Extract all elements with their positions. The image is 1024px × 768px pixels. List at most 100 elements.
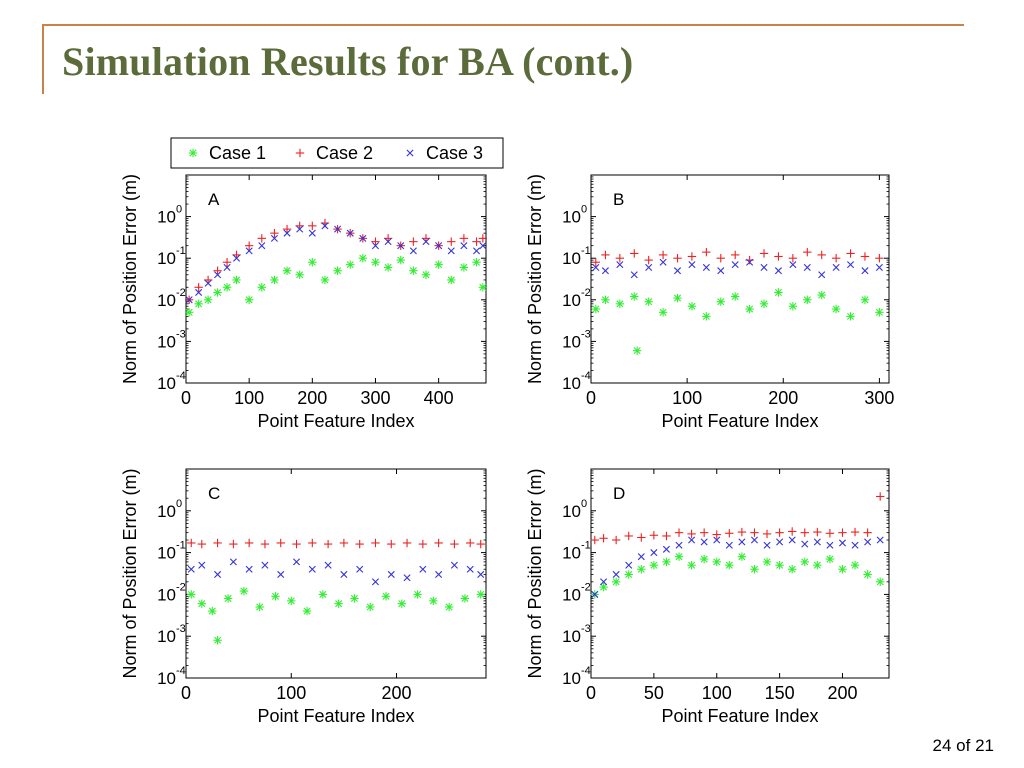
data-point-stroke xyxy=(851,541,859,549)
legend-marker xyxy=(295,148,305,158)
data-point xyxy=(730,292,740,301)
data-point-stroke xyxy=(460,263,468,271)
data-point xyxy=(818,271,826,279)
data-point-stroke xyxy=(245,247,253,255)
data-point xyxy=(346,229,354,237)
data-point xyxy=(599,582,608,592)
data-point xyxy=(637,553,645,561)
data-point-stroke xyxy=(359,234,367,242)
data-point-stroke xyxy=(445,603,453,611)
data-point xyxy=(861,267,869,275)
data-point xyxy=(478,234,488,243)
title-frame-left-rule xyxy=(42,24,44,94)
data-point xyxy=(601,267,609,275)
data-point xyxy=(760,263,768,271)
data-point xyxy=(875,263,883,271)
x-tick-label: 150 xyxy=(765,683,795,703)
data-point xyxy=(460,594,470,603)
data-point xyxy=(340,570,348,578)
data-point xyxy=(187,590,196,599)
data-point-stroke xyxy=(185,296,193,304)
data-point xyxy=(611,535,621,545)
data-point xyxy=(759,249,769,258)
data-point xyxy=(825,554,835,564)
series-case-3 xyxy=(591,536,884,598)
data-point xyxy=(860,252,870,261)
data-point xyxy=(590,535,599,545)
data-point-stroke xyxy=(717,298,725,306)
data-point-stroke xyxy=(308,565,316,573)
data-point xyxy=(258,242,266,250)
data-point xyxy=(650,549,658,557)
data-point xyxy=(725,529,734,538)
x-tick-label: 50 xyxy=(644,683,664,703)
data-point xyxy=(611,577,621,587)
y-axis-label: Norm of Position Error (m) xyxy=(120,174,140,384)
data-point-stroke xyxy=(832,263,840,271)
data-point-stroke xyxy=(725,561,733,569)
data-point xyxy=(817,250,826,260)
data-point-stroke xyxy=(688,261,696,269)
data-point-stroke xyxy=(208,607,216,615)
data-point xyxy=(223,263,231,271)
data-point xyxy=(803,295,812,304)
data-point xyxy=(615,254,625,263)
data-point xyxy=(688,536,696,544)
data-point-stroke xyxy=(645,298,653,306)
data-point-stroke xyxy=(350,594,358,602)
data-point-stroke xyxy=(303,607,311,615)
data-point xyxy=(813,560,822,570)
y-tick-exponent: -4 xyxy=(581,370,591,382)
data-point xyxy=(745,304,754,314)
legend-marker-stroke xyxy=(406,149,414,157)
y-tick-label: 10 xyxy=(562,374,581,393)
panel-label: C xyxy=(208,484,220,503)
data-point-stroke xyxy=(875,308,883,316)
data-point-stroke xyxy=(600,583,608,591)
data-point xyxy=(466,565,474,573)
data-point xyxy=(245,247,253,255)
series-case-1 xyxy=(590,552,885,599)
data-point-stroke xyxy=(630,271,638,279)
data-point-stroke xyxy=(287,597,295,605)
data-point-stroke xyxy=(271,592,280,600)
data-point xyxy=(204,279,212,287)
data-point-stroke xyxy=(422,271,430,279)
plot-area xyxy=(185,174,487,384)
data-point-stroke xyxy=(788,565,796,573)
data-point-stroke xyxy=(371,242,380,250)
data-point-stroke xyxy=(258,283,266,291)
data-point xyxy=(435,570,443,578)
data-point xyxy=(459,234,469,243)
data-point xyxy=(366,602,375,612)
data-point-stroke xyxy=(447,247,455,255)
y-tick-label: 10 xyxy=(562,502,581,521)
data-point xyxy=(292,558,301,566)
series-case-2 xyxy=(590,492,885,545)
data-point xyxy=(774,288,783,297)
data-point xyxy=(750,565,759,574)
data-point xyxy=(592,263,600,271)
data-point-stroke xyxy=(195,300,203,308)
data-point xyxy=(356,565,364,573)
data-point xyxy=(244,241,254,250)
y-tick-exponent: 0 xyxy=(176,204,182,216)
data-point-stroke xyxy=(662,558,670,566)
data-point-stroke xyxy=(818,271,826,279)
data-point-stroke xyxy=(876,536,884,544)
data-point-stroke xyxy=(746,305,754,313)
data-point xyxy=(699,528,709,537)
data-point xyxy=(875,254,884,263)
data-point xyxy=(287,596,296,606)
data-point xyxy=(346,260,355,269)
data-point-stroke xyxy=(750,536,758,544)
series-case-1 xyxy=(187,586,485,645)
y-tick-label: 10 xyxy=(157,544,176,563)
x-tick-label: 100 xyxy=(234,388,264,408)
data-point-stroke xyxy=(185,308,193,316)
data-point xyxy=(746,258,754,266)
data-point xyxy=(387,570,395,578)
y-tick-exponent: -3 xyxy=(176,328,186,340)
data-point xyxy=(825,529,835,538)
data-point-stroke xyxy=(803,296,811,304)
